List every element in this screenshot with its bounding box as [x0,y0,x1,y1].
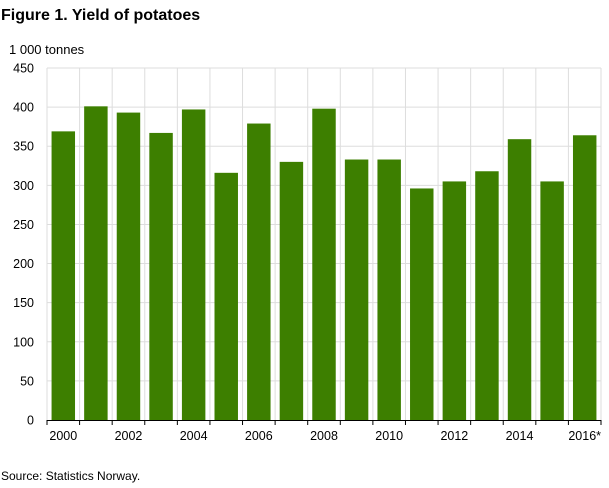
y-tick-label: 0 [27,414,34,428]
bar-2002 [116,112,141,420]
bar-2014 [507,139,532,420]
bar-2004 [181,109,206,421]
bar-2001 [84,106,108,420]
y-tick-label: 250 [13,218,34,232]
bar-2016 [572,135,597,420]
x-tick-label: 2006 [245,429,273,443]
bar-2013 [475,171,499,420]
x-tick-labels: 2000 2002 2004 2006 2008 2010 2012 2014 2016* [49,429,601,443]
x-tick-label: 2008 [310,429,338,443]
x-tick-label: 2014 [506,429,534,443]
x-tick-label: 2000 [49,429,77,443]
y-tick-label: 350 [13,140,34,154]
y-tick-label: 50 [20,374,34,388]
x-tick-label: 2010 [375,429,403,443]
bar-2008 [312,108,336,421]
y-tick-label: 300 [13,179,34,193]
y-tick-label: 400 [13,101,34,115]
bar-2011 [410,188,434,420]
y-tick-labels: 0 50 100 150 200 250 300 350 400 450 [13,62,34,428]
bar-2006 [247,123,271,420]
bar-2015 [540,181,564,420]
y-tick-label: 100 [13,335,34,349]
bar-2003 [149,132,173,420]
y-tick-label: 450 [13,62,34,76]
y-tick-label: 200 [13,257,34,271]
axes [46,420,602,425]
source-note: Source: Statistics Norway. [1,469,141,483]
x-tick-label: 2016* [568,429,601,443]
bar-2010 [377,159,401,420]
bar-2007 [279,161,304,420]
x-tick-label: 2012 [440,429,468,443]
bar-2000 [51,131,76,421]
bar-2009 [344,159,369,420]
bar-2012 [442,181,467,420]
y-axis-unit-label: 1 000 tonnes [9,42,85,57]
x-tick-label: 2004 [180,429,208,443]
y-tick-label: 150 [13,296,34,310]
chart-title: Figure 1. Yield of potatoes [1,7,201,24]
bars [51,106,597,421]
x-tick-label: 2002 [115,429,143,443]
bar-2005 [214,172,238,420]
